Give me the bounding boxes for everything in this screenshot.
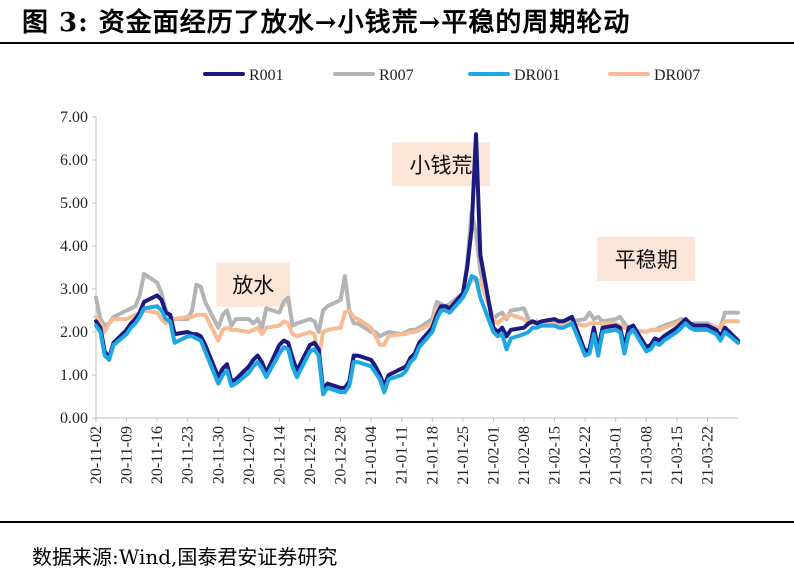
x-tick-label: 21-03-15 bbox=[669, 426, 686, 485]
x-tick-label: 21-01-04 bbox=[363, 426, 380, 485]
x-tick-label: 21-03-22 bbox=[699, 426, 716, 485]
x-tick-label: 21-02-01 bbox=[485, 426, 502, 485]
y-tick-label: 3.00 bbox=[60, 281, 88, 298]
x-tick-label: 21-03-08 bbox=[638, 426, 655, 485]
chart-legend: R001 R007 DR001 DR007 bbox=[203, 67, 700, 84]
x-tick-label: 20-12-07 bbox=[241, 426, 258, 485]
x-tick-label: 20-12-21 bbox=[302, 426, 319, 485]
y-tick-label: 1.00 bbox=[60, 367, 88, 384]
series-line-r007 bbox=[94, 209, 740, 339]
x-tick-label: 20-12-14 bbox=[271, 426, 288, 485]
legend-label-r001: R001 bbox=[249, 67, 284, 84]
x-axis: 20-11-02 20-11-09 20-11-16 20-11-23 20-11-30… bbox=[88, 417, 738, 485]
y-axis: 0.00 1.00 2.00 3.00 4.00 5.00 6.00 7.00 bbox=[60, 109, 97, 427]
title-rule bbox=[0, 42, 794, 44]
x-tick-label: 20-11-16 bbox=[149, 426, 166, 484]
annotation-label: 放水 bbox=[232, 274, 274, 298]
series-line-dr001 bbox=[94, 274, 740, 397]
annotation-box bbox=[597, 236, 696, 281]
y-tick-label: 0.00 bbox=[60, 410, 88, 427]
data-source-note: 数据来源:Wind,国泰君安证券研究 bbox=[32, 545, 338, 569]
annotation-label: 小钱荒 bbox=[410, 153, 473, 177]
x-tick-label: 21-01-18 bbox=[424, 426, 441, 485]
legend-label-dr001: DR001 bbox=[514, 67, 560, 84]
figure-title: 图 3: 资金面经历了放水→小钱荒→平稳的周期轮动 bbox=[22, 8, 631, 38]
x-tick-label: 21-02-08 bbox=[516, 426, 533, 485]
annotation-box bbox=[216, 262, 291, 307]
x-tick-label: 21-01-25 bbox=[455, 426, 472, 485]
x-tick-label: 20-11-09 bbox=[119, 426, 136, 484]
y-tick-label: 6.00 bbox=[60, 152, 88, 169]
y-tick-label: 5.00 bbox=[60, 195, 88, 212]
series-layer bbox=[94, 132, 740, 397]
x-tick-label: 20-11-30 bbox=[210, 426, 227, 484]
x-tick-label: 21-02-22 bbox=[577, 426, 594, 485]
x-tick-label: 20-11-02 bbox=[88, 426, 105, 484]
source-rule bbox=[0, 521, 794, 523]
legend-label-r007: R007 bbox=[379, 67, 414, 84]
y-tick-label: 2.00 bbox=[60, 324, 88, 341]
line-chart: R001 R007 DR001 DR007 0.00 1.00 2.00 3.00 4.00 5… bbox=[60, 67, 740, 485]
x-tick-label: 20-11-23 bbox=[180, 426, 197, 484]
annotation-label: 平稳期 bbox=[615, 248, 678, 272]
x-tick-label: 21-03-01 bbox=[608, 426, 625, 485]
x-tick-label: 20-12-28 bbox=[333, 426, 350, 485]
y-tick-label: 7.00 bbox=[60, 109, 88, 126]
legend-label-dr007: DR007 bbox=[654, 67, 700, 84]
x-tick-label: 21-02-15 bbox=[547, 426, 564, 485]
y-tick-label: 4.00 bbox=[60, 238, 88, 255]
x-tick-label: 21-01-11 bbox=[394, 426, 411, 484]
